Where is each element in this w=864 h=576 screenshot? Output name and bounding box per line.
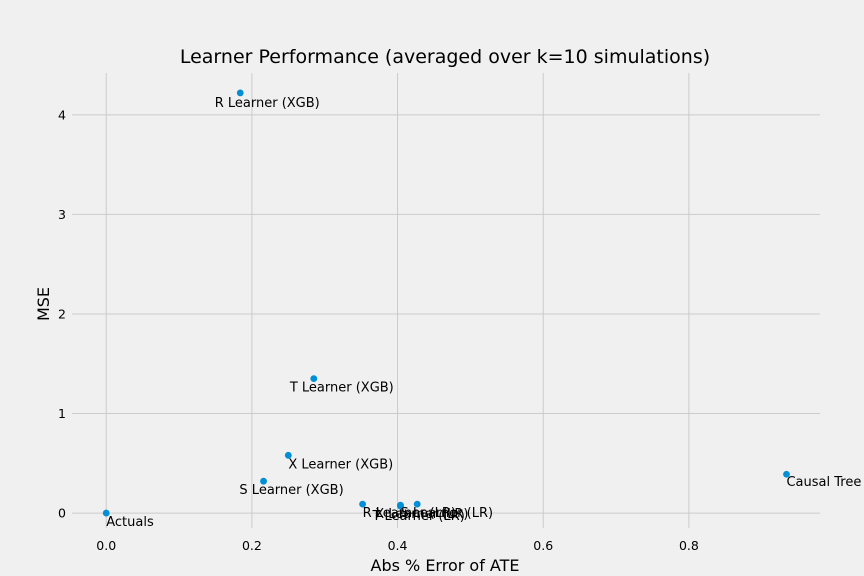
y-tick-label: 2 — [58, 306, 66, 321]
point-annotation: S Learner (LR) — [400, 506, 493, 521]
x-tick-label: 0.2 — [242, 538, 262, 553]
point-annotation: Actuals — [106, 515, 154, 530]
data-point — [397, 502, 404, 510]
data-point — [102, 509, 110, 517]
point-annotation: X Learner (XGB) — [288, 457, 393, 472]
y-tick-label: 3 — [58, 207, 66, 222]
x-tick-label: 0.4 — [388, 538, 408, 553]
x-axis-label: Abs % Error of ATE — [371, 556, 520, 575]
x-tick-label: 0.8 — [679, 538, 699, 553]
data-point — [783, 470, 790, 478]
grid — [72, 73, 820, 528]
point-annotation: R Learner (LR) — [363, 506, 456, 521]
point-annotations: Actuals R Learner (XGB) T Learner (XGB) X L… — [106, 96, 861, 530]
point-annotation: T Learner (XGB) — [289, 381, 394, 396]
data-point — [310, 375, 318, 383]
data-point — [284, 451, 292, 459]
y-tick-label: 0 — [58, 506, 66, 521]
x-tick-label: 0.6 — [533, 538, 553, 553]
point-annotation: T Learner (LR) — [371, 509, 464, 524]
chart-title: Learner Performance (averaged over k=10 … — [180, 46, 710, 68]
y-axis-label: MSE — [34, 287, 53, 321]
data-point — [413, 500, 421, 508]
tick-labels: 0.0 0.2 0.4 0.6 0.8 0 1 2 3 4 — [58, 107, 699, 553]
point-annotation: Causal Tree — [786, 475, 861, 490]
x-tick-label: 0.0 — [96, 538, 116, 553]
point-annotation: S Learner (XGB) — [239, 483, 343, 498]
data-point — [260, 477, 267, 485]
point-annotation: R Learner (XGB) — [215, 96, 320, 111]
y-tick-label: 4 — [58, 107, 66, 122]
data-points — [102, 89, 790, 517]
y-tick-label: 1 — [58, 406, 66, 421]
data-point — [359, 500, 367, 508]
data-point — [236, 89, 244, 97]
point-annotation: X Learner (LR) — [375, 507, 468, 522]
